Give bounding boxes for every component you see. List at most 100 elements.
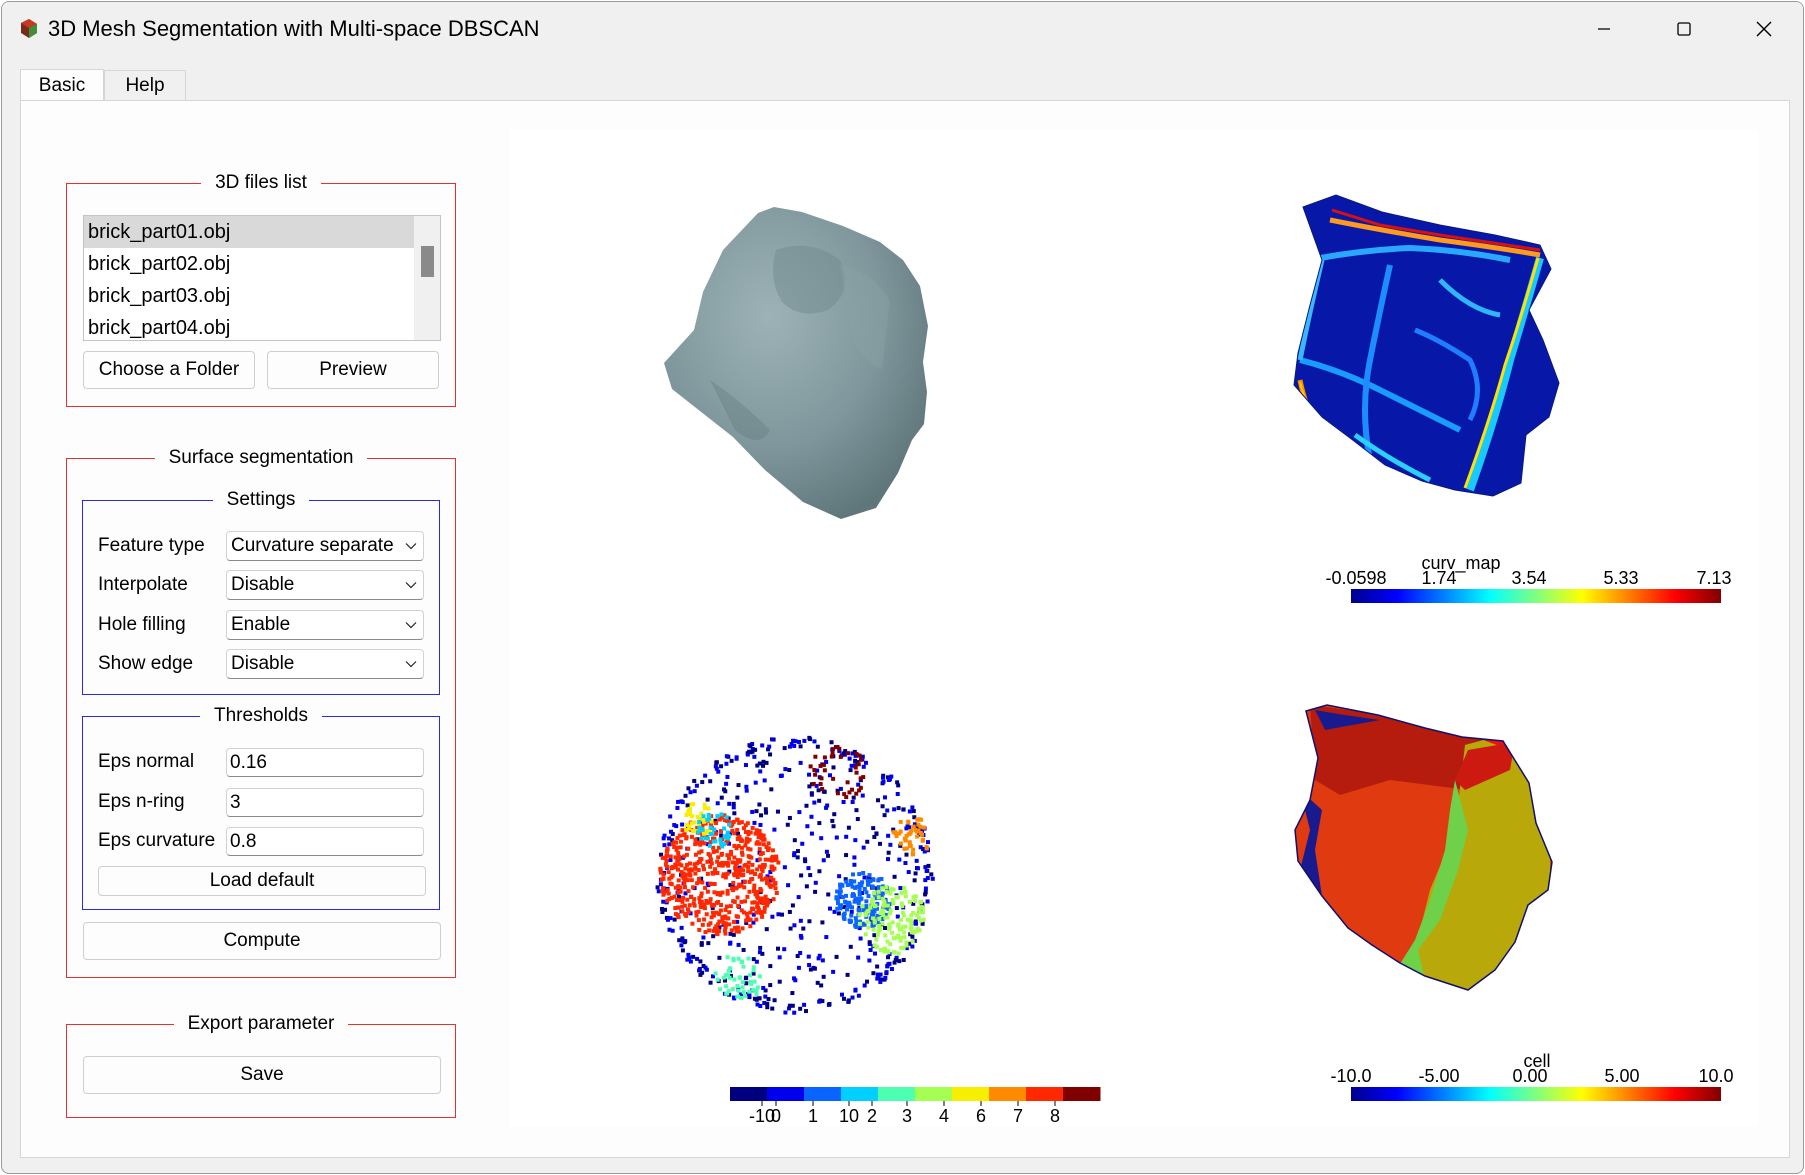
scatter-point	[904, 943, 909, 948]
scatter-point	[909, 913, 914, 918]
scatter-point	[752, 996, 757, 1001]
preview-button[interactable]: Preview	[267, 351, 439, 389]
scatter-point	[666, 870, 671, 875]
scatter-point	[865, 909, 870, 914]
scatter-point	[766, 841, 771, 846]
scatter-point	[744, 784, 749, 789]
scatter-point	[876, 923, 881, 928]
interpolate-select[interactable]: Disable	[226, 570, 424, 600]
scatter-point	[886, 833, 891, 838]
scatter-point	[727, 841, 732, 846]
scatter-point	[852, 749, 857, 754]
eps-nring-input[interactable]: 3	[226, 788, 424, 817]
scatter-point	[719, 795, 724, 800]
scatter-point	[775, 946, 780, 951]
scatter-point	[689, 814, 694, 819]
scatter-point	[857, 788, 862, 793]
scatter-point	[845, 882, 850, 887]
list-scrollbar[interactable]	[414, 216, 440, 340]
scatter-point	[889, 774, 894, 779]
scatter-point	[750, 900, 755, 905]
scatter-point	[692, 866, 697, 871]
scatter-point	[683, 793, 688, 798]
scatter-point	[777, 979, 782, 984]
scatter-point	[725, 888, 730, 893]
scatter-point	[697, 816, 702, 821]
scatter-point	[877, 877, 882, 882]
scatter-point	[901, 913, 906, 918]
scatter-point	[870, 884, 875, 889]
scatter-point	[841, 912, 846, 917]
scatter-point	[835, 901, 840, 906]
scatter-point	[713, 839, 718, 844]
scatter-point	[730, 828, 735, 833]
scatter-point	[723, 875, 728, 880]
file-list[interactable]: brick_part01.obj brick_part02.obj brick_…	[83, 215, 441, 341]
scrollbar-thumb[interactable]	[421, 246, 434, 277]
compute-button[interactable]: Compute	[83, 922, 441, 960]
eps-normal-input[interactable]: 0.16	[226, 748, 424, 777]
minimize-button[interactable]	[1565, 2, 1643, 56]
choose-folder-button[interactable]: Choose a Folder	[83, 351, 255, 389]
tab-basic[interactable]: Basic	[20, 69, 104, 102]
scatter-point	[716, 899, 721, 904]
scatter-point	[862, 983, 867, 988]
scatter-point	[660, 909, 665, 914]
scatter-point	[758, 945, 763, 950]
scatter-point	[762, 837, 767, 842]
scatter-point	[858, 785, 863, 790]
cluster-colorbar-swatch	[841, 1087, 879, 1101]
eps-curvature-input[interactable]: 0.8	[226, 827, 424, 856]
scatter-point	[760, 743, 765, 748]
list-item[interactable]: brick_part03.obj	[88, 285, 231, 307]
scatter-point	[886, 857, 891, 862]
scatter-point	[861, 908, 866, 913]
render-viewport[interactable]: curv_map -0.0598 1.74 3.54 5.33 7.13 -10…	[510, 130, 1758, 1126]
scatter-point	[756, 896, 761, 901]
list-item[interactable]: brick_part02.obj	[88, 253, 231, 275]
tab-help[interactable]: Help	[104, 70, 186, 101]
scatter-point	[702, 917, 707, 922]
scatter-point	[662, 843, 667, 848]
scatter-point	[749, 877, 754, 882]
scatter-point	[725, 955, 730, 960]
scatter-point	[763, 857, 768, 862]
scatter-point	[834, 744, 839, 749]
scatter-point	[741, 989, 746, 994]
scatter-point	[735, 914, 740, 919]
scatter-point	[722, 928, 727, 933]
scatter-point	[870, 923, 875, 928]
scatter-point	[687, 826, 692, 831]
save-button[interactable]: Save	[83, 1056, 441, 1094]
list-item[interactable]: brick_part01.obj	[84, 216, 440, 248]
scatter-point	[670, 832, 675, 837]
scatter-point	[756, 831, 761, 836]
scatter-point	[876, 973, 881, 978]
scatter-point	[886, 850, 891, 855]
scatter-point	[715, 859, 720, 864]
scatter-point	[853, 916, 858, 921]
scatter-point	[760, 851, 765, 856]
scatter-point	[907, 831, 912, 836]
hole-filling-select[interactable]: Enable	[226, 610, 424, 640]
maximize-button[interactable]	[1645, 2, 1723, 56]
scatter-point	[695, 861, 700, 866]
scatter-point	[712, 827, 717, 832]
scatter-point	[764, 880, 769, 885]
scatter-point	[737, 882, 742, 887]
show-edge-select[interactable]: Disable	[226, 649, 424, 679]
scatter-point	[731, 819, 736, 824]
scatter-point	[809, 831, 814, 836]
close-button[interactable]	[1725, 2, 1803, 56]
scatter-point	[841, 996, 846, 1001]
scatter-point	[850, 751, 855, 756]
load-default-button[interactable]: Load default	[98, 866, 426, 896]
scatter-point	[752, 887, 757, 892]
list-item[interactable]: brick_part04.obj	[88, 317, 231, 339]
scatter-point	[711, 849, 716, 854]
scatter-point	[831, 776, 836, 781]
scatter-point	[804, 803, 809, 808]
scatter-point	[756, 905, 761, 910]
feature-type-select[interactable]: Curvature separate	[226, 531, 424, 561]
scatter-point	[796, 965, 801, 970]
